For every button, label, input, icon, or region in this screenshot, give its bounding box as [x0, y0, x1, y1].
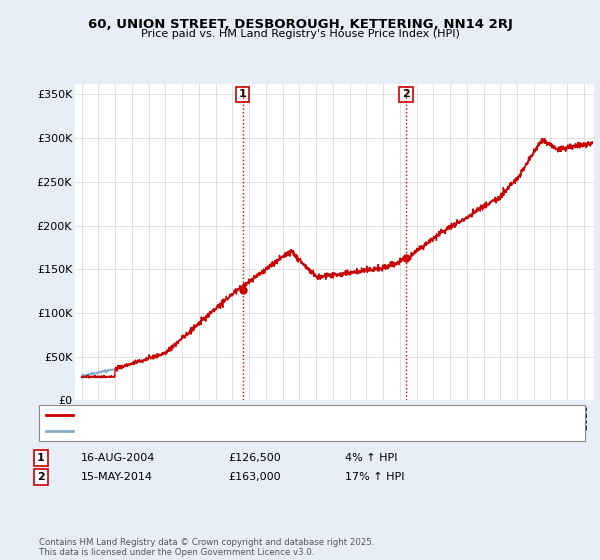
Text: £163,000: £163,000 [228, 472, 281, 482]
Text: 1: 1 [239, 90, 247, 100]
Text: 16-AUG-2004: 16-AUG-2004 [81, 453, 155, 463]
Text: 60, UNION STREET, DESBOROUGH, KETTERING, NN14 2RJ (semi-detached house): 60, UNION STREET, DESBOROUGH, KETTERING,… [79, 410, 476, 419]
Text: 15-MAY-2014: 15-MAY-2014 [81, 472, 153, 482]
Text: 2: 2 [37, 472, 44, 482]
Text: 60, UNION STREET, DESBOROUGH, KETTERING, NN14 2RJ: 60, UNION STREET, DESBOROUGH, KETTERING,… [88, 18, 512, 31]
Text: 4% ↑ HPI: 4% ↑ HPI [345, 453, 398, 463]
Text: £126,500: £126,500 [228, 453, 281, 463]
Text: 1: 1 [37, 453, 44, 463]
Text: HPI: Average price, semi-detached house, North Northamptonshire: HPI: Average price, semi-detached house,… [79, 427, 406, 436]
Text: 17% ↑ HPI: 17% ↑ HPI [345, 472, 404, 482]
Text: Price paid vs. HM Land Registry's House Price Index (HPI): Price paid vs. HM Land Registry's House … [140, 29, 460, 39]
Text: 2: 2 [402, 90, 410, 100]
Text: Contains HM Land Registry data © Crown copyright and database right 2025.
This d: Contains HM Land Registry data © Crown c… [39, 538, 374, 557]
